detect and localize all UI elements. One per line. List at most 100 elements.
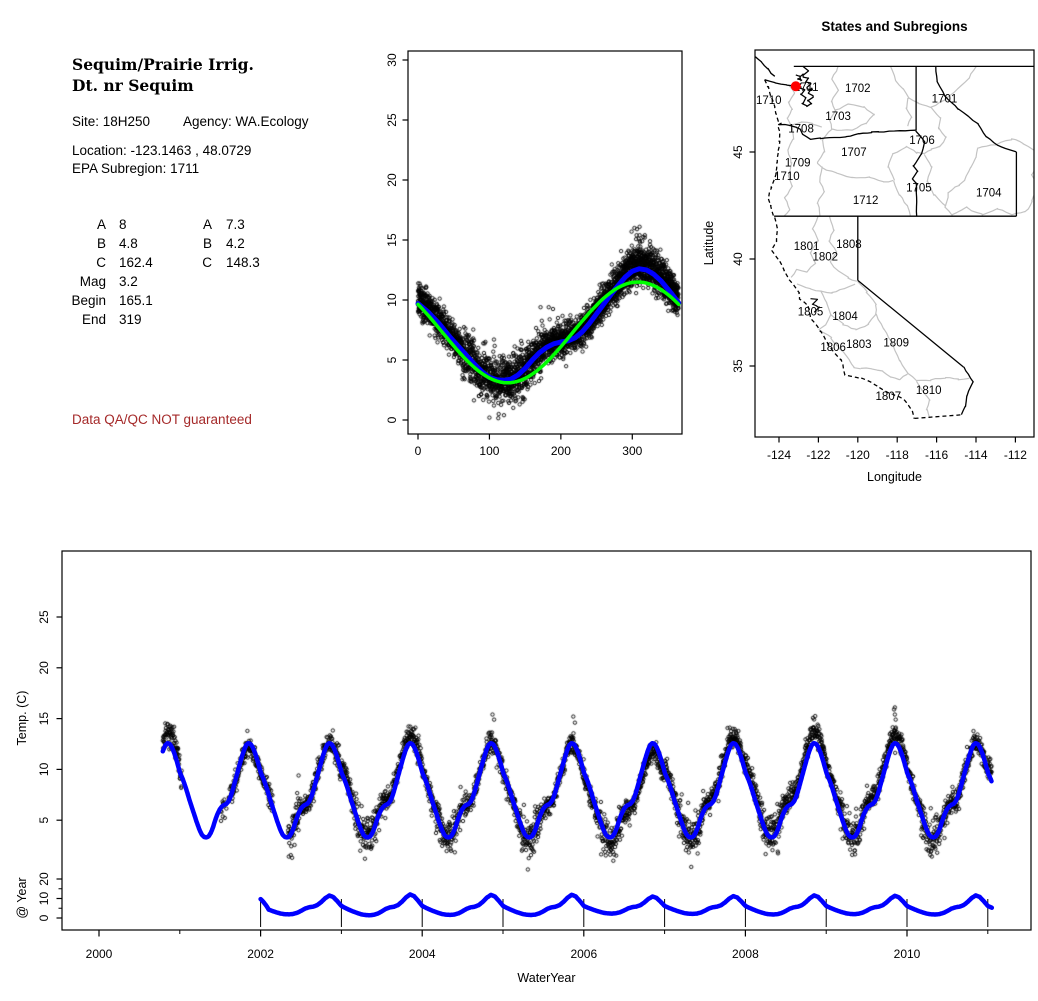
timeseries-y-tick-label: 25 [37,610,51,624]
qa-warning-text: Data QA/QC NOT guaranteed [72,412,252,427]
subregion-boundary-g-1802-south [796,283,856,294]
seasonal-y-tick-label: 5 [385,356,399,363]
state-line-wa-or-border-columbia [778,123,916,141]
seasonal-x-tick-label: 300 [622,444,642,458]
state-line-san-juan-islands [795,73,804,82]
subregion-label-1803: 1803 [846,339,872,351]
subregion-label-1708: 1708 [788,123,814,135]
seasonal-y-tick-label: 10 [385,293,399,307]
timeseries-plot: 2000 2002 2004 2006 2008 2010 5 10 15 20 25 0 10 20 Wa… [15,550,1032,985]
fit-param-value: 7.3 [226,217,245,232]
fit-param-value: 4.8 [119,236,138,251]
timeseries-axis-box [61,550,1032,931]
map-title: States and Subregions [821,19,967,34]
timeseries-x-tick-label: 2000 [86,947,113,961]
fit-param-label: B [96,236,106,251]
timeseries-y-tick-label: 15 [37,712,51,726]
timeseries-y-axis-title: Temp. (C) [15,691,29,746]
state-line-or-id-border-snake [911,130,926,217]
fit-param-label: Begin [71,293,106,308]
timeseries-x-tick-label: 2002 [247,947,274,961]
subregion-boundary-g-1806-1803 [819,329,861,370]
subregion-boundary-g-1708-south [791,121,822,128]
subregion-label-1807: 1807 [876,391,902,403]
subregion-boundary-g-1701-east [908,65,977,108]
fit-param-value: 4.2 [226,236,245,251]
state-line-id-mt-border [935,66,1017,153]
seasonal-x-tick-label: 200 [551,444,571,458]
fit-param-label: Mag [79,274,106,289]
subregion-boundary-g-1803-south [860,367,908,381]
timeseries-x-tick-label: 2008 [732,947,759,961]
subregion-boundary-g-sierra-1809 [857,281,918,382]
map-x-tick-label: -116 [925,448,948,462]
map-x-tick-label: -124 [767,448,791,462]
timeseries-x-tick-label: 2010 [894,947,921,961]
subregion-label-1707: 1707 [841,147,867,159]
subregion-boundary-g-1705-east [923,154,947,207]
fit-param-value: 165.1 [119,293,153,308]
map-y-tick-label: 45 [731,145,745,159]
map-clipped-layer: 1711171017021701170317081706170717091710… [755,56,1034,420]
amplitude-y-tick-label: 10 [37,892,51,906]
fit-param-label: A [202,217,212,232]
subregion-boundary-g-1801-east [790,215,819,278]
subregion-label-1712: 1712 [853,195,879,207]
seasonal-x-tick-label: 0 [415,444,422,458]
subregion-label-1704: 1704 [976,188,1002,200]
map-x-tick-label: -122 [806,448,830,462]
subregion-label-1709: 1709 [785,157,811,169]
fit-param-value: 3.2 [119,274,138,289]
subregion-label-1810: 1810 [916,385,942,397]
map-x-tick-label: -112 [1004,448,1027,462]
amplitude-axis-title: @ Year [15,877,29,918]
map-x-tick-label: -118 [886,448,909,462]
fit-params-right: A 7.3 B 4.2 C 148.3 [186,217,296,274]
fit-param-label: A [96,217,106,232]
timeseries-x-tick-label: 2006 [570,947,597,961]
agency-value: Agency: WA.Ecology [183,114,309,129]
subregion-label-1702: 1702 [845,83,871,95]
seasonal-smooth-curve [415,266,682,383]
timeseries-y-tick-label: 10 [37,762,51,776]
seasonal-axis-box [407,50,683,435]
map-y-axis-title: Latitude [702,221,716,266]
map-axis-box [754,49,1035,438]
subregion-boundary-g-1707-east [887,154,896,181]
map-x-tick-label: -120 [846,448,870,462]
subregion-label-1710: 1710 [774,171,800,183]
amplitude-y-tick-label: 20 [37,872,51,886]
subregion-boundary-g-1711-1710-olympic [786,85,796,126]
subregion-boundary-g-1706-east [924,106,947,154]
seasonal-y-tick-label: 15 [385,233,399,247]
subregion-boundary-g-1712-1705 [893,180,912,217]
map-y-tick-label: 35 [731,359,745,373]
map-plot: 1711171017021701170317081706170717091710… [702,19,1035,484]
seasonal-y-tick-label: 20 [385,173,399,187]
subregion-label-1804: 1804 [832,311,858,323]
timeseries-trend-curve [160,740,994,840]
subregion-boundary-g-1703-loop [832,103,875,131]
fit-param-label: B [202,236,212,251]
subregion-boundary-g-1802-1808 [828,216,858,282]
fit-param-value: 319 [119,312,142,327]
subregion-boundary-g-1805-1804 [818,291,832,331]
subregion-label-1805: 1805 [798,306,824,318]
state-line-sf-bay [810,298,820,313]
seasonal-x-tick-label: 100 [479,444,499,458]
fit-params-left: A 8 B 4.8 C 162.4 Mag 3.2 Begin 165.1 End 319 [66,217,189,331]
subregion-boundary-g-1807-1810 [915,380,931,419]
fit-param-label: C [202,255,212,270]
station-title-line1: Sequim/Prairie Irrig. [72,55,254,74]
subregion-label-1808: 1808 [836,239,862,251]
timeseries-x-tick-label: 2004 [409,947,436,961]
subregion-boundary-g-cascades-or [816,128,833,217]
map-y-tick-label: 40 [731,252,745,266]
subregion-label-1701: 1701 [932,94,958,106]
state-line-vancouver-island-coast [755,56,776,77]
map-x-axis-title: Longitude [867,470,922,484]
subregion-label-1806: 1806 [820,342,846,354]
